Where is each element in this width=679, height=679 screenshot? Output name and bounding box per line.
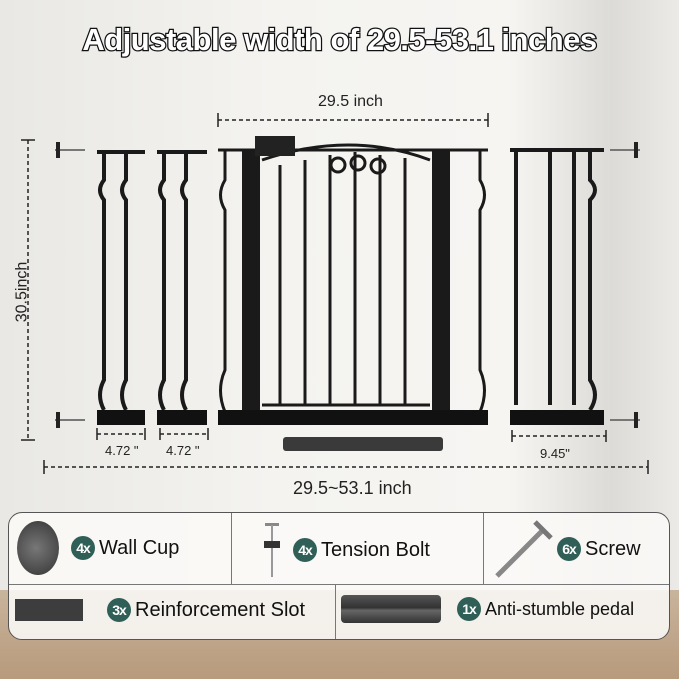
accessory-pedal: 1x Anti-stumble pedal (341, 595, 634, 623)
accessory-name: Reinforcement Slot (135, 598, 306, 621)
pedal-icon (341, 595, 441, 623)
accessory-name: Screw (585, 537, 641, 560)
wall-cup-icon (17, 521, 59, 575)
height-label: 30.5inch (13, 261, 31, 323)
gate-width-label: 29.5 inch (318, 93, 383, 110)
accessory-tension-bolt: 4x Tension Bolt (259, 521, 430, 579)
accessory-name: Anti-stumble pedal (485, 598, 635, 619)
total-range-label: 29.5~53.1 inch (293, 478, 412, 498)
extension-small-1 (97, 150, 145, 411)
ext-small-1-label: 4.72 " (105, 443, 139, 458)
accessory-screw: 6x Screw (493, 518, 641, 580)
qty-badge: 6x (557, 537, 581, 561)
accessory-name: Tension Bolt (321, 538, 430, 561)
screw-icon (495, 520, 553, 578)
title: Adjustable width of 29.5-53.1 inches (81, 21, 598, 59)
accessory-reinforcement-slot: 3x Reinforcement Slot (15, 598, 305, 622)
extension-large (510, 148, 604, 412)
qty-badge: 4x (293, 538, 317, 562)
qty-badge: 1x (457, 597, 481, 621)
ext-large-label: 9.45" (540, 446, 570, 461)
tension-bolts (55, 149, 640, 421)
accessory-name: Wall Cup (99, 536, 180, 559)
ext-small-2-label: 4.72 " (166, 443, 200, 458)
dimension-lines (27, 119, 648, 468)
accessories-panel: 4x Wall Cup 4x Tension Bolt 6x Screw 3x … (8, 512, 670, 640)
extension-small-2 (157, 150, 207, 411)
qty-badge: 3x (107, 598, 131, 622)
pedal (283, 437, 443, 451)
tension-bolt-icon (264, 523, 280, 577)
main-gate (218, 143, 488, 413)
accessory-wall-cup: 4x Wall Cup (17, 521, 179, 575)
reinforcement-slot-icon (15, 599, 83, 621)
qty-badge: 4x (71, 536, 95, 560)
